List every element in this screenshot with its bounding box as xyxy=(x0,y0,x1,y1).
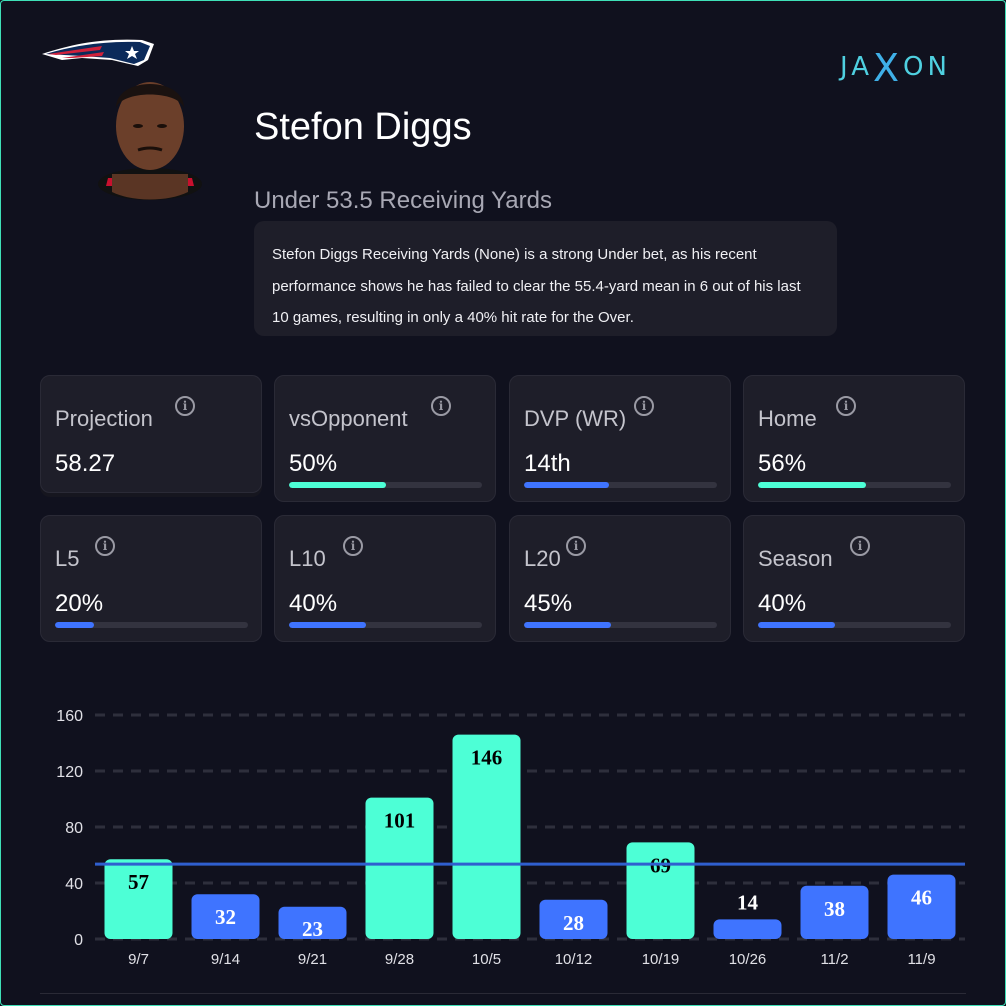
bar xyxy=(713,919,782,939)
progress-fill xyxy=(55,622,94,628)
info-icon[interactable]: i xyxy=(95,536,115,556)
stat-value: 45% xyxy=(524,590,573,617)
bar xyxy=(191,894,260,939)
stat-value: 58.27 xyxy=(55,450,116,477)
y-tick-label: 0 xyxy=(74,932,83,949)
progress-bar xyxy=(55,622,248,628)
brand-text: JA xyxy=(840,52,873,82)
stat-card-l10: L10 i 40% xyxy=(274,515,496,642)
bar xyxy=(278,906,347,939)
game-log-chart: 0 40 80 120 160 57 9/7 32 9/14 23 9/21 101 9/28 146 10… xyxy=(56,708,965,968)
stat-value: 40% xyxy=(758,590,807,617)
stat-label: Season xyxy=(758,546,833,571)
y-tick-label: 160 xyxy=(56,708,83,725)
bar-value-label: 146 xyxy=(471,746,503,770)
info-icon[interactable]: i xyxy=(634,396,654,416)
progress-fill xyxy=(524,622,611,628)
stat-value: 20% xyxy=(55,590,104,617)
stat-label: Projection xyxy=(55,406,153,431)
bar xyxy=(800,885,869,939)
bar xyxy=(452,734,521,939)
y-tick-label: 40 xyxy=(65,876,83,893)
stat-card-home: Home i 56% xyxy=(743,375,965,502)
player-name: Stefon Diggs xyxy=(254,106,472,148)
prop-line: Under 53.5 Receiving Yards xyxy=(254,187,552,214)
bar-value-label: 57 xyxy=(128,870,149,894)
bar-value-label: 32 xyxy=(215,905,236,929)
x-tick-label: 9/28 xyxy=(385,951,414,968)
stat-label: L20 xyxy=(524,546,561,571)
progress-fill xyxy=(289,482,386,488)
progress-bar xyxy=(758,622,951,628)
progress-fill xyxy=(758,622,836,628)
brand-x: X xyxy=(873,46,904,90)
x-tick-label: 10/5 xyxy=(472,951,501,968)
x-tick-label: 9/21 xyxy=(298,951,327,968)
bar xyxy=(365,797,434,939)
brand-logo: JAXON xyxy=(840,46,951,90)
info-icon[interactable]: i xyxy=(431,396,451,416)
x-tick-label: 10/12 xyxy=(555,951,593,968)
x-tick-label: 11/2 xyxy=(820,951,848,968)
y-tick-label: 120 xyxy=(56,764,83,781)
player-photo xyxy=(98,82,202,200)
progress-bar xyxy=(758,482,951,488)
bar xyxy=(887,874,956,939)
x-tick-label: 10/26 xyxy=(729,951,767,968)
progress-bar xyxy=(289,482,482,488)
x-tick-label: 9/14 xyxy=(211,951,240,968)
stat-value: 56% xyxy=(758,450,807,477)
stat-label: vsOpponent xyxy=(289,406,408,431)
info-icon[interactable]: i xyxy=(566,536,586,556)
progress-bar xyxy=(524,622,717,628)
stat-value: 50% xyxy=(289,450,338,477)
bar-value-label: 46 xyxy=(911,886,932,910)
stat-label: L10 xyxy=(289,546,326,571)
divider xyxy=(40,993,966,994)
bar-value-label: 101 xyxy=(384,809,416,833)
stat-label: Home xyxy=(758,406,817,431)
bar xyxy=(104,859,173,939)
progress-fill xyxy=(758,482,867,488)
bar-value-label: 23 xyxy=(302,917,323,941)
stat-card-projection: Projection i 58.27 xyxy=(40,375,262,493)
team-logo xyxy=(42,39,154,66)
y-tick-label: 80 xyxy=(65,820,83,837)
stat-card-l5: L5 i 20% xyxy=(40,515,262,642)
x-tick-label: 11/9 xyxy=(907,951,935,968)
analysis-text: Stefon Diggs Receiving Yards (None) is a… xyxy=(254,221,837,336)
stat-card-dvp-wr-: DVP (WR) i 14th xyxy=(509,375,731,502)
bar xyxy=(626,842,695,939)
progress-fill xyxy=(524,482,609,488)
stat-label: L5 xyxy=(55,546,80,571)
stat-card-vsopponent: vsOpponent i 50% xyxy=(274,375,496,502)
info-icon[interactable]: i xyxy=(850,536,870,556)
progress-fill xyxy=(289,622,367,628)
bar-value-label: 14 xyxy=(737,890,759,914)
bar-value-label: 28 xyxy=(563,911,584,935)
stat-card-season: Season i 40% xyxy=(743,515,965,642)
brand-text: ON xyxy=(903,52,951,82)
stat-value: 14th xyxy=(524,450,571,477)
info-icon[interactable]: i xyxy=(175,396,195,416)
stat-card-l20: L20 i 45% xyxy=(509,515,731,642)
x-tick-label: 9/7 xyxy=(128,951,149,968)
bar xyxy=(539,899,608,939)
info-icon[interactable]: i xyxy=(836,396,856,416)
bar-value-label: 38 xyxy=(824,897,845,921)
progress-bar xyxy=(524,482,717,488)
info-icon[interactable]: i xyxy=(343,536,363,556)
stat-label: DVP (WR) xyxy=(524,406,627,431)
x-tick-label: 10/19 xyxy=(642,951,680,968)
progress-bar xyxy=(289,622,482,628)
stat-value: 40% xyxy=(289,590,338,617)
